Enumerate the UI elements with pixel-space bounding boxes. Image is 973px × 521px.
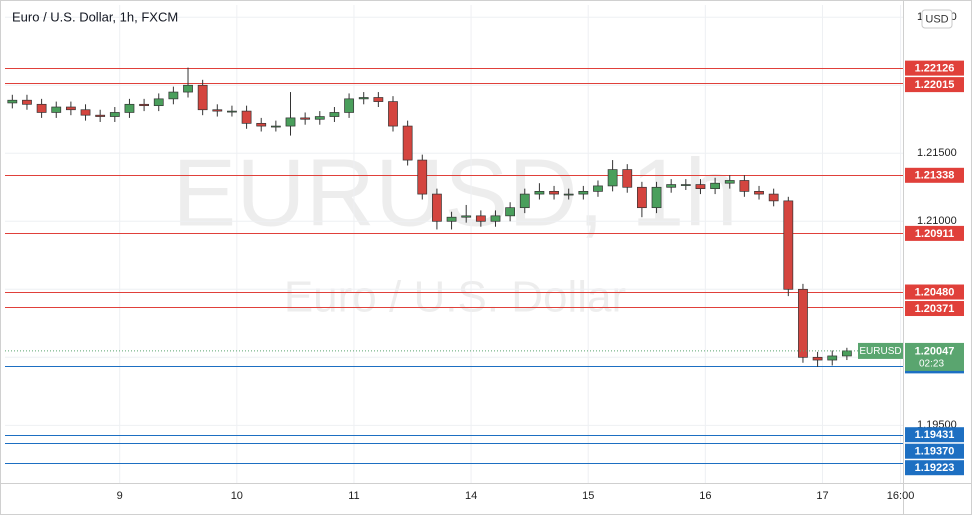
candle-body bbox=[710, 182, 720, 189]
candle-body bbox=[812, 356, 823, 361]
candle-body bbox=[724, 180, 735, 184]
candle-body bbox=[607, 169, 618, 187]
x-tick-label: 10 bbox=[231, 490, 243, 502]
candle-body bbox=[95, 114, 106, 117]
level-label: 1.22126 bbox=[915, 63, 955, 75]
level-label-box bbox=[905, 427, 964, 443]
y-tick-label: 1.21000 bbox=[917, 215, 957, 227]
candle-body bbox=[768, 193, 779, 202]
candle-body bbox=[593, 185, 603, 192]
candle-body bbox=[651, 186, 662, 209]
candle-body bbox=[373, 97, 384, 102]
x-tick-label: 15 bbox=[582, 490, 594, 502]
watermark-name: Euro / U.S. Dollar bbox=[284, 273, 626, 322]
candle-body bbox=[754, 191, 764, 195]
x-tick-label: 17 bbox=[816, 490, 828, 502]
candle-body bbox=[65, 106, 76, 111]
candle-body bbox=[80, 109, 91, 116]
level-label: 1.20911 bbox=[915, 228, 954, 240]
level-label-box bbox=[905, 301, 964, 317]
candle-body bbox=[402, 125, 413, 161]
candle-body bbox=[680, 184, 691, 186]
candle-body bbox=[270, 125, 281, 128]
candle-body bbox=[227, 110, 237, 113]
candle-body bbox=[490, 215, 501, 222]
level-label: 1.20480 bbox=[915, 286, 955, 298]
candle-body bbox=[22, 99, 32, 105]
candle-body bbox=[417, 159, 428, 195]
level-label-box bbox=[905, 460, 964, 476]
level-label: 1.19370 bbox=[915, 446, 955, 458]
candle-body bbox=[139, 103, 149, 107]
candle-body bbox=[344, 98, 354, 113]
currency-button[interactable]: USD bbox=[921, 9, 953, 29]
candle-body bbox=[183, 84, 193, 93]
candle-body bbox=[36, 103, 47, 113]
level-label-box bbox=[905, 60, 964, 76]
candle-body bbox=[739, 180, 750, 192]
level-label-box bbox=[905, 77, 964, 93]
candle-body bbox=[109, 112, 120, 117]
candle-body bbox=[7, 99, 18, 104]
x-tick-label: 14 bbox=[465, 490, 477, 502]
candle-body bbox=[153, 98, 164, 107]
last-price-label: 1.20047 bbox=[915, 345, 955, 357]
candle-body bbox=[124, 103, 135, 113]
candle-body bbox=[798, 288, 808, 358]
y-tick-label: 1.21500 bbox=[917, 147, 957, 159]
candle-body bbox=[168, 91, 179, 100]
candle-body bbox=[256, 122, 267, 127]
candle-body bbox=[358, 97, 369, 100]
level-label: 1.19431 bbox=[915, 429, 955, 441]
candle-body bbox=[505, 207, 516, 217]
candle-body bbox=[300, 117, 311, 120]
candle-body bbox=[563, 193, 574, 196]
candle-body bbox=[549, 191, 559, 195]
candle-body bbox=[212, 109, 223, 112]
level-label-box bbox=[905, 167, 964, 183]
candle-body bbox=[841, 350, 852, 357]
level-label-box bbox=[905, 443, 964, 459]
candle-body bbox=[432, 193, 442, 222]
countdown-label: 02:23 bbox=[919, 359, 944, 370]
button-label[interactable]: USD bbox=[925, 13, 948, 25]
candle-body bbox=[241, 110, 252, 124]
level-label: 1.21338 bbox=[915, 170, 955, 182]
x-tick-label: 9 bbox=[117, 490, 123, 502]
candle-body bbox=[475, 215, 486, 222]
candle-body bbox=[695, 184, 706, 189]
candle-body bbox=[314, 116, 325, 120]
candle-body bbox=[637, 186, 647, 209]
candle-body bbox=[578, 191, 589, 195]
candle-body bbox=[388, 101, 398, 127]
level-label-box bbox=[905, 284, 964, 300]
candle-body bbox=[534, 191, 545, 195]
candle-body bbox=[51, 106, 62, 113]
candle-body bbox=[827, 355, 838, 361]
candle-body bbox=[446, 216, 457, 222]
level-label: 1.22015 bbox=[915, 79, 955, 91]
candle-body bbox=[783, 200, 794, 290]
button-box[interactable] bbox=[921, 9, 953, 29]
x-tick-label: 16 bbox=[699, 490, 711, 502]
level-label: 1.19223 bbox=[915, 462, 955, 474]
level-label-box bbox=[905, 225, 964, 241]
symbol-tag: EURUSD bbox=[859, 346, 901, 357]
candle-body bbox=[329, 112, 340, 117]
candle-body bbox=[461, 215, 472, 218]
level-label: 1.20371 bbox=[915, 303, 955, 315]
symbol-tag-box bbox=[858, 342, 903, 359]
candle-body bbox=[666, 184, 677, 188]
candle-body bbox=[622, 169, 633, 188]
x-tick-label: 11 bbox=[348, 490, 359, 502]
candle-body bbox=[519, 193, 530, 209]
x-tick-label: 16:00 bbox=[887, 490, 915, 502]
last-price-box bbox=[905, 342, 964, 371]
chart-header: Euro / U.S. Dollar, 1h, FXCM bbox=[12, 9, 178, 24]
candle-body bbox=[197, 84, 208, 111]
candle-body bbox=[285, 117, 296, 127]
